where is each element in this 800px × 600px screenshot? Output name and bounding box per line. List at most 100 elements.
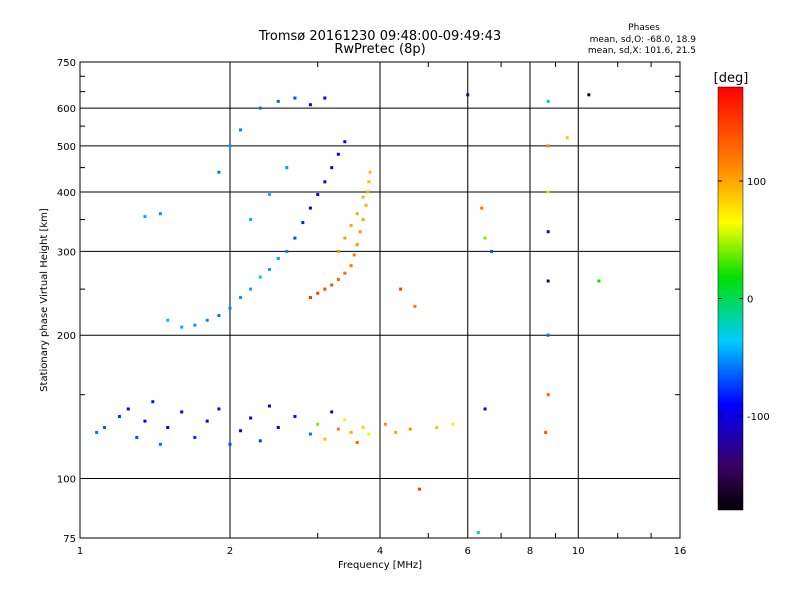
echo-point (490, 249, 494, 253)
echo-point (323, 287, 327, 291)
echo-point (228, 442, 232, 446)
echo-point (336, 152, 340, 156)
echo-point (193, 323, 197, 327)
x-tick-label: 16 (674, 546, 687, 557)
echo-point (166, 318, 170, 322)
y-tick-label: 500 (57, 142, 76, 153)
echo-point (546, 279, 550, 283)
echo-point (316, 193, 320, 197)
echo-point (368, 170, 372, 174)
colorbar-ticks: 100 0 -100 (718, 177, 770, 423)
y-tick-label: 100 (57, 475, 76, 486)
echo-point (466, 93, 470, 97)
y-tick-label: 75 (63, 534, 76, 545)
echo-point (158, 442, 162, 446)
echo-point (597, 279, 601, 283)
echo-point (367, 180, 371, 184)
echo-point (343, 236, 347, 240)
echo-point (166, 425, 170, 429)
phase-stats-x: mean, sd,X: 101.6, 21.5 (588, 46, 696, 56)
echo-point (394, 430, 398, 434)
echo-point (358, 230, 362, 234)
echo-point (544, 430, 548, 434)
echo-point (180, 410, 184, 414)
y-tick-label: 750 (57, 58, 76, 69)
echo-point (267, 193, 271, 197)
colorbar-tick-label: -100 (747, 412, 770, 423)
y-tick-label: 300 (57, 247, 76, 258)
axis-ticks: 1 2 4 6 8 10 16 75 100 200 300 400 500 600 750 (57, 58, 686, 557)
plot-frame (79, 61, 681, 539)
echo-point (349, 224, 353, 228)
echo-point (285, 166, 289, 170)
echo-point (343, 418, 347, 422)
echo-point (217, 170, 221, 174)
echo-point (355, 441, 359, 445)
echo-point (355, 243, 359, 247)
grid-lines (80, 62, 680, 538)
echo-point (180, 325, 184, 329)
data-points (95, 93, 601, 535)
echo-point (565, 136, 569, 140)
echo-point (308, 103, 312, 107)
echo-point (308, 206, 312, 210)
phase-stats-o: mean, sd,O: -68.0, 18.9 (590, 35, 697, 45)
y-tick-label: 200 (57, 331, 76, 342)
echo-point (239, 128, 243, 132)
y-axis-label: Stationary phase Virtual Height [km] (39, 208, 50, 392)
echo-point (330, 166, 334, 170)
echo-point (435, 425, 439, 429)
echo-point (336, 427, 340, 431)
echo-point (336, 249, 340, 253)
chart-title: Tromsø 20161230 09:48:00-09:49:43 (258, 29, 501, 44)
y-tick-label: 400 (57, 188, 76, 199)
echo-point (546, 190, 550, 194)
echo-point (258, 439, 262, 443)
echo-point (546, 144, 550, 148)
x-tick-label: 2 (227, 546, 233, 557)
echo-point (364, 203, 368, 207)
echo-point (267, 404, 271, 408)
echo-point (249, 218, 253, 222)
echo-point (267, 267, 271, 271)
echo-point (343, 140, 347, 144)
chart-subtitle: RwPretec (8p) (334, 42, 425, 57)
echo-point (355, 212, 359, 216)
echo-point (408, 427, 412, 431)
echo-point (308, 296, 312, 300)
echo-point (308, 432, 312, 436)
echo-point (546, 333, 550, 337)
echo-point (483, 407, 487, 411)
echo-point (301, 221, 305, 225)
echo-point (228, 306, 232, 310)
colorbar-label: [deg] (714, 71, 749, 86)
echo-point (249, 416, 253, 420)
echo-point (349, 430, 353, 434)
echo-point (293, 414, 297, 418)
colorbar (717, 86, 744, 511)
echo-point (349, 264, 353, 268)
echo-point (546, 99, 550, 103)
echo-point (323, 437, 327, 441)
x-tick-label: 4 (377, 546, 383, 557)
echo-point (316, 291, 320, 295)
echo-point (330, 410, 334, 414)
echo-point (239, 296, 243, 300)
echo-point (361, 195, 365, 199)
echo-point (336, 277, 340, 281)
echo-point (285, 249, 289, 253)
echo-point (399, 287, 403, 291)
echo-point (228, 144, 232, 148)
echo-point (117, 414, 121, 418)
echo-point (239, 429, 243, 433)
colorbar-tick-label: 0 (747, 295, 753, 306)
echo-point (476, 531, 480, 535)
echo-point (367, 432, 371, 436)
echo-point (480, 206, 484, 210)
echo-point (361, 425, 365, 429)
x-axis-label: Frequency [MHz] (338, 560, 422, 571)
echo-point (330, 283, 334, 287)
colorbar-tick-label: 100 (747, 177, 766, 188)
echo-point (343, 271, 347, 275)
